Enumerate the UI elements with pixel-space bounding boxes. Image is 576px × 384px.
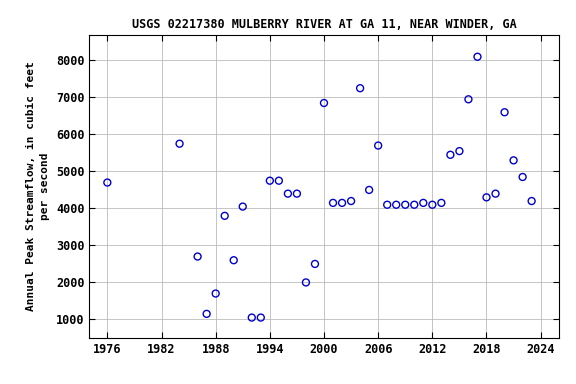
- Point: [175, 141, 184, 147]
- Point: [437, 200, 446, 206]
- Point: [500, 109, 509, 115]
- Point: [274, 178, 283, 184]
- Point: [319, 100, 328, 106]
- Point: [464, 96, 473, 103]
- Point: [374, 142, 383, 149]
- Point: [202, 311, 211, 317]
- Point: [382, 202, 392, 208]
- Point: [491, 190, 500, 197]
- Point: [338, 200, 347, 206]
- Point: [419, 200, 428, 206]
- Point: [103, 179, 112, 185]
- Point: [265, 178, 274, 184]
- Point: [401, 202, 410, 208]
- Point: [283, 190, 293, 197]
- Point: [527, 198, 536, 204]
- Y-axis label: Annual Peak Streamflow, in cubic feet
per second: Annual Peak Streamflow, in cubic feet pe…: [26, 61, 50, 311]
- Point: [455, 148, 464, 154]
- Point: [238, 204, 247, 210]
- Point: [193, 253, 202, 260]
- Title: USGS 02217380 MULBERRY RIVER AT GA 11, NEAR WINDER, GA: USGS 02217380 MULBERRY RIVER AT GA 11, N…: [132, 18, 516, 31]
- Point: [310, 261, 320, 267]
- Point: [446, 152, 455, 158]
- Point: [247, 314, 256, 321]
- Point: [220, 213, 229, 219]
- Point: [328, 200, 338, 206]
- Point: [347, 198, 356, 204]
- Point: [518, 174, 527, 180]
- Point: [482, 194, 491, 200]
- Point: [211, 290, 220, 296]
- Point: [355, 85, 365, 91]
- Point: [301, 279, 310, 285]
- Point: [509, 157, 518, 164]
- Point: [410, 202, 419, 208]
- Point: [473, 54, 482, 60]
- Point: [428, 202, 437, 208]
- Point: [365, 187, 374, 193]
- Point: [256, 314, 266, 321]
- Point: [229, 257, 238, 263]
- Point: [392, 202, 401, 208]
- Point: [292, 190, 301, 197]
